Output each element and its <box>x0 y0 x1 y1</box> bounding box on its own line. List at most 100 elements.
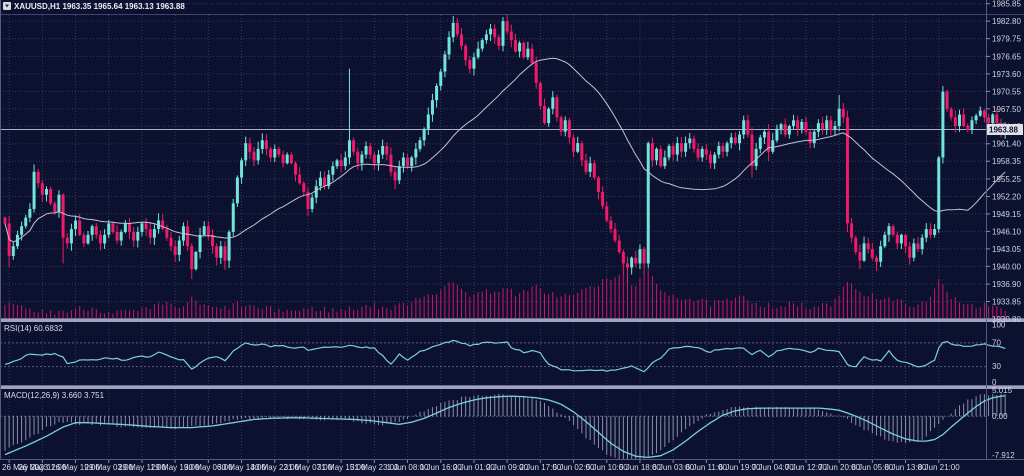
candle-body <box>318 177 322 187</box>
candle-body <box>518 42 522 52</box>
candle-body <box>883 234 887 247</box>
candle-body <box>281 154 285 164</box>
time-axis-label: 6 Jun 19:00 <box>719 463 761 472</box>
candle-body <box>202 226 206 235</box>
panel-separator <box>0 386 1024 389</box>
candle-body <box>501 21 505 46</box>
candle-body <box>11 246 15 257</box>
candle-body <box>352 140 356 152</box>
candle-body <box>277 148 281 155</box>
price-axis-label: 1936.90 <box>992 280 1021 289</box>
candle-body <box>555 97 559 118</box>
time-axis-label: 7 Jun 04:00 <box>752 463 794 472</box>
time-axis-label: 31 May 23:00 <box>350 463 399 472</box>
candle-body <box>480 40 484 49</box>
candle-body <box>314 186 318 198</box>
candle-body <box>638 249 642 264</box>
candle-body <box>812 131 816 144</box>
candle-body <box>750 134 754 167</box>
candle-body <box>372 154 376 164</box>
candle-body <box>696 148 700 158</box>
candle-body <box>223 246 227 261</box>
candle-body <box>169 237 173 247</box>
candle-body <box>675 143 679 155</box>
candle-body <box>937 157 941 230</box>
candle-body <box>543 105 546 124</box>
candle-body <box>970 120 974 131</box>
candle-body <box>634 257 638 264</box>
price-axis-label: 1955.25 <box>992 175 1021 184</box>
candle-body <box>663 157 667 167</box>
symbol-ohlc-title: XAUUSD,H1 1963.35 1965.64 1963.13 1963.8… <box>14 2 185 11</box>
candle-body <box>551 97 555 109</box>
candle-body <box>758 137 762 149</box>
candle-body <box>704 148 708 155</box>
candle-body <box>252 151 256 161</box>
candle-body <box>177 240 181 255</box>
candle-body <box>53 203 57 212</box>
candle-body <box>98 234 102 244</box>
candle-body <box>493 28 497 38</box>
candle-body <box>941 91 945 158</box>
macd-axis-label: 0.00 <box>992 412 1008 421</box>
time-axis-label: 26 May 19:00 <box>51 463 100 472</box>
candle-body <box>978 110 982 116</box>
candle-body <box>206 226 210 235</box>
time-axis-label: 30 May 22:00 <box>251 463 300 472</box>
candle-body <box>339 160 343 167</box>
candle-body <box>850 223 854 238</box>
candle-body <box>49 189 53 204</box>
time-axis-label: 7 Jun 20:00 <box>818 463 860 472</box>
candle-body <box>40 183 44 195</box>
price-axis-label: 1940.00 <box>992 262 1021 271</box>
candle-body <box>235 177 239 204</box>
rsi-axis-label: 0 <box>992 378 997 387</box>
candle-body <box>945 91 949 109</box>
candle-body <box>875 257 878 262</box>
candle-body <box>596 177 600 192</box>
price-axis-label: 1961.40 <box>992 140 1021 149</box>
candle-body <box>821 123 825 129</box>
time-axis-label: 8 Jun 13:00 <box>885 463 927 472</box>
candle-body <box>186 226 190 247</box>
candle-body <box>754 148 758 167</box>
candle-body <box>82 234 86 244</box>
macd-signal-line <box>4 395 1006 459</box>
candle-body <box>522 42 526 58</box>
candle-body <box>742 120 746 135</box>
candle-body <box>111 223 115 232</box>
candle-body <box>580 143 584 161</box>
candle-body <box>771 140 775 152</box>
candle-body <box>74 220 78 230</box>
candle-body <box>974 115 978 121</box>
candle-body <box>808 131 812 144</box>
candle-body <box>107 223 111 235</box>
candle-body <box>78 220 82 235</box>
time-axis-label: 8 Jun 05:00 <box>851 463 893 472</box>
candle-body <box>547 108 551 124</box>
candle-body <box>128 223 131 232</box>
candle-body <box>912 243 916 258</box>
candle-body <box>152 229 156 238</box>
candle-body <box>792 120 795 126</box>
price-axis-label: 1952.20 <box>992 192 1021 201</box>
moving-average-layer <box>4 57 1006 243</box>
candle-body <box>132 231 136 241</box>
candle-body <box>455 22 459 35</box>
candle-body <box>646 143 650 264</box>
candle-body <box>173 246 177 255</box>
candle-body <box>430 100 434 115</box>
candle-body <box>530 48 534 63</box>
candle-body <box>401 157 405 167</box>
candle-body <box>953 117 957 126</box>
time-axis-label: 29 May 03:00 <box>85 463 134 472</box>
candle-body <box>709 154 712 164</box>
candle-body <box>995 114 999 124</box>
candle-body <box>601 191 605 207</box>
time-axis-label: 5 Jun 18:00 <box>619 463 661 472</box>
candle-body <box>36 171 40 184</box>
candle-body <box>538 83 542 106</box>
candle-body <box>484 34 488 41</box>
